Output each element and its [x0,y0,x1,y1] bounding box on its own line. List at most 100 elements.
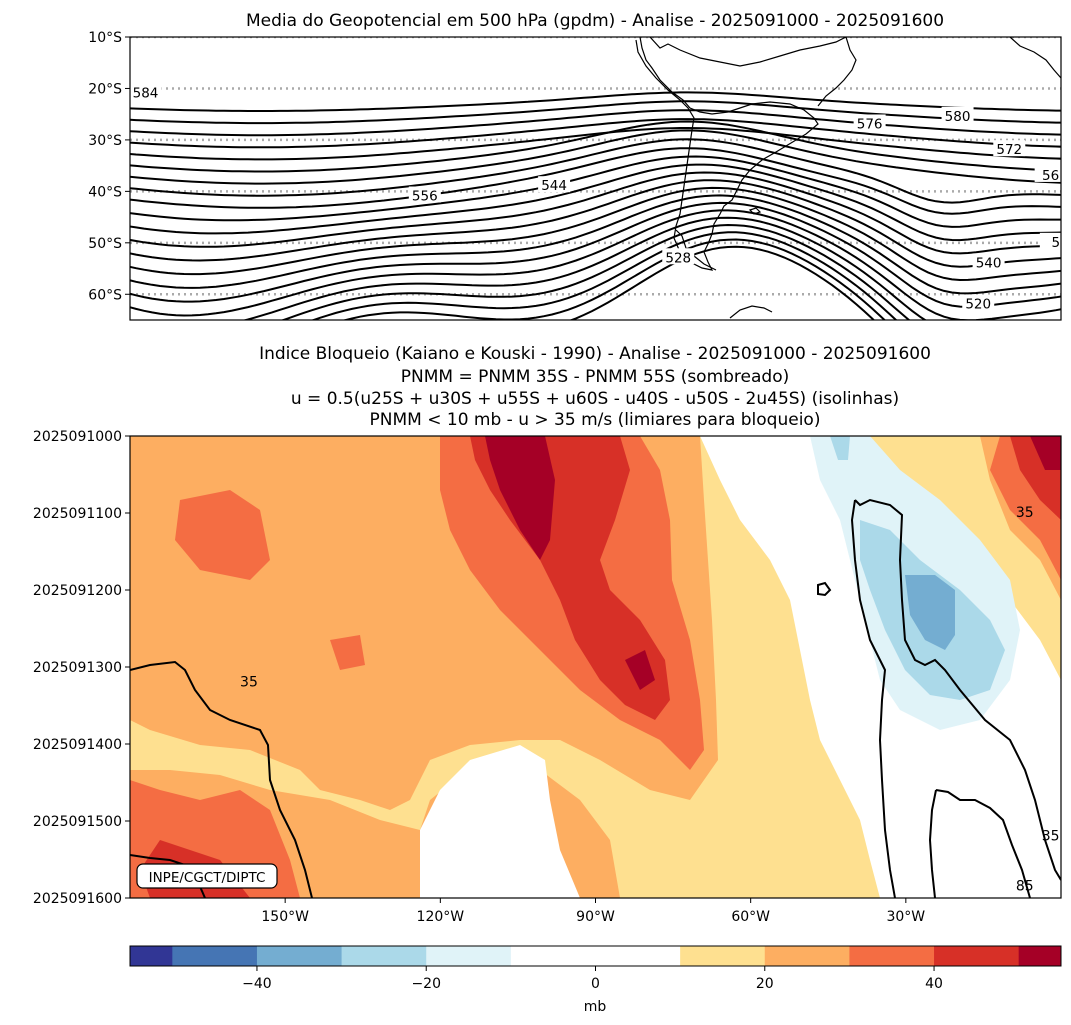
contour-label-bg [962,294,995,311]
geopotential-contour [130,120,1061,173]
isoline-label: 35 [1042,828,1060,844]
colorbar-cell [849,946,935,966]
colorbar-tick-label: −40 [242,976,272,992]
x-tick-label: 120°W [417,909,465,925]
africa-coast [1009,37,1061,79]
contour-label: 576 [857,116,883,132]
y-tick-label: 30°S [88,133,122,149]
contour-label-bg [1039,232,1061,249]
bottom-title-line-1: Indice Bloqueio (Kaiano e Kouski - 1990)… [259,344,931,364]
contour-label-bg [972,253,1005,270]
contour-label: 572 [996,142,1022,158]
top-axes-frame [129,36,1062,321]
isoline-35-left [130,660,313,898]
geopotential-contour [130,127,1061,161]
y-tick-label: 2025091600 [33,891,122,907]
geopotential-contour [130,163,1061,242]
antarctic-peninsula [729,305,773,319]
geopotential-contour [130,100,1061,125]
brazil-coast [817,37,857,107]
contour-label-bg [853,114,886,131]
colorbar-tick-label: −20 [411,976,441,992]
contour-label: 580 [945,109,971,125]
geopotential-contour [280,223,911,320]
geopotential-contours [130,91,1061,320]
geopotential-contour [130,91,1061,112]
isoline-35-upper-right [854,498,1061,881]
bottom-y-axis: 2025091000 2025091100 2025091200 2025091300… [33,429,130,907]
colorbar-cell [1018,946,1062,966]
isoline-label: 35 [240,674,258,690]
geopotential-contour [130,194,1061,295]
isoline-label: 85 [1016,878,1034,894]
colorbar-tick-label: 0 [591,976,600,992]
geopotential-contour [130,118,1061,149]
colorbar-cell [934,946,1020,966]
colorbar: −40 −20 0 20 40 mb [129,945,1062,1015]
colorbar-cell [680,946,766,966]
bottom-title-line-4: PNMM < 10 mb - u > 35 m/s (limiares para… [370,410,821,430]
contour-label: 528 [665,250,691,266]
geopotential-contour [342,238,886,320]
contour-label: 520 [965,297,991,313]
colorbar-cell [426,946,512,966]
y-tick-label: 2025091000 [33,429,122,445]
geopotential-contour [130,186,1061,282]
geopotential-contour [130,155,1061,228]
colorbar-cell [172,946,258,966]
contour-label-bg [993,140,1026,157]
contour-labels: 584 580 576 572 56 556 544 528 540 520 5 [130,83,1061,313]
shade-level-neg-30 [905,575,955,650]
latitude-gridlines [130,37,1061,296]
south-america-coast [635,37,819,271]
top-title: Media do Geopotencial em 500 hPa (gpdm) … [246,11,944,31]
y-tick-label: 2025091300 [33,660,122,676]
isoline-35-upper-right-d [928,789,937,898]
shade-level-neutral [420,745,580,898]
y-tick-label: 2025091200 [33,583,122,599]
colorbar-cell [256,946,343,966]
blocking-index-panel: Indice Bloqueio (Kaiano e Kouski - 1990)… [33,344,1062,925]
isoline-35-island [817,581,832,597]
geopotential-contour [130,216,927,320]
geopotential-contour [130,147,1061,215]
y-tick-label: 2025091500 [33,814,122,830]
bottom-x-axis: 150°W 120°W 90°W 60°W 30°W [261,898,925,925]
coastlines [635,37,1061,319]
contour-label: 56 [1042,168,1059,184]
geopotential-contour [130,201,1061,308]
contour-label: 540 [976,255,1002,271]
contour-label: 584 [133,86,159,102]
contour-label-bg [662,248,695,265]
north-coast [649,37,847,67]
colorbar-tick-label: 20 [756,976,774,992]
shaded-pnmm-field [130,436,1061,898]
y-tick-label: 50°S [88,236,122,252]
x-tick-label: 60°W [731,909,770,925]
x-tick-label: 30°W [886,909,925,925]
geopotential-contour [130,129,1061,185]
shade-level-neg-20 [830,436,850,460]
contour-label: 544 [541,178,567,194]
shade-level-30-40 [175,490,270,580]
geopotential-contour [310,231,898,320]
contour-label-bg [941,106,974,123]
colorbar-cell [764,946,850,966]
contour-label-bg [130,83,162,100]
isoline-35-upper-right-c [935,789,1031,898]
contour-label: 556 [412,189,438,205]
shade-level-50-55 [1030,436,1061,470]
isoline-label: 35 [1016,505,1034,521]
bottom-title-line-2: PNMM = PNMM 35S - PNMM 55S (sombreado) [401,367,790,387]
y-tick-label: 2025091100 [33,506,122,522]
colorbar-cell [341,946,427,966]
bottom-title-line-3: u = 0.5(u25S + u30S + u55S + u60S - u40S… [291,389,899,409]
geopotential-contour [568,245,876,320]
contour-label-bg [408,186,441,203]
y-tick-label: 2025091400 [33,737,122,753]
wind-isolines [130,498,1061,898]
contour-label: 5 [1052,235,1061,251]
geopotential-contour [130,179,1061,268]
geopotential-panel: Media do Geopotencial em 500 hPa (gpdm) … [88,11,1062,321]
credit-text: INPE/CGCT/DIPTC [149,870,266,886]
